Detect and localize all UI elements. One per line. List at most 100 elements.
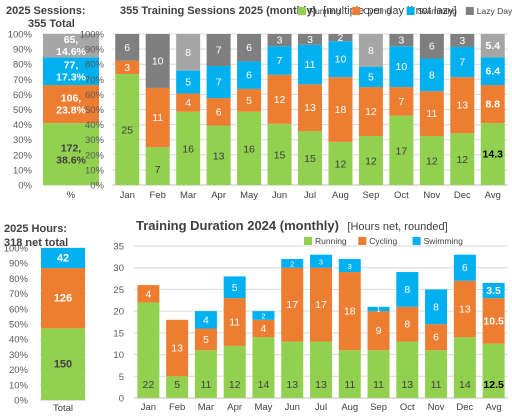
bar-swimming-may — [252, 311, 275, 320]
y-tick-label: 10% — [9, 380, 29, 391]
bar-cycling-- — [43, 85, 99, 124]
data-label-lazy-days-aug: 2 — [338, 32, 344, 44]
x-tick-label: May — [254, 402, 272, 413]
bar-cycling-mar — [194, 328, 217, 351]
y-tick-label: 30% — [9, 350, 29, 361]
data-label-swimming--: 77, — [64, 60, 79, 72]
bar-cycling-oct — [389, 87, 414, 116]
y-tick-label: 90% — [13, 45, 33, 56]
data-label-cycling-avg: 8.8 — [485, 99, 500, 111]
data-label-swimming-aug: 3 — [348, 262, 352, 271]
data-label-cycling-total: 126 — [54, 293, 72, 305]
data-label-running-nov: 11 — [431, 379, 442, 391]
bar-cycling-may — [252, 319, 275, 338]
bar-swimming-mar — [194, 311, 217, 329]
bar-lazy-days-feb — [145, 34, 170, 88]
data-label-running-avg: 12.5 — [483, 379, 504, 391]
data-label-swimming-apr: 5 — [232, 282, 238, 294]
data-label-cycling-jul: 17 — [315, 299, 327, 311]
data-label-swimming--: 17.3% — [56, 72, 86, 84]
legend-swatch-swimming — [406, 7, 415, 15]
data-label-running-dec: 14 — [459, 379, 471, 391]
bar-lazy-days-may — [237, 34, 262, 62]
data-label-cycling-dec: 13 — [459, 303, 471, 315]
bar-cycling-avg — [482, 298, 505, 344]
bar-lazy-days-nov — [419, 34, 444, 59]
x-tick-label: Avg — [486, 402, 502, 413]
bar-running-may — [237, 111, 262, 185]
bar-swimming-apr — [206, 66, 231, 99]
data-label-lazy-days-mar: 8 — [185, 47, 191, 59]
data-label-cycling-jul: 13 — [304, 102, 316, 114]
y-tick-label: 50% — [85, 105, 105, 116]
bar-running-sep — [367, 350, 390, 398]
y-tick-label: 10 — [113, 350, 124, 361]
y-tick-label: 10% — [13, 165, 33, 176]
data-label-running-jul: 15 — [304, 153, 316, 165]
sessions-share-chart: 2025 Sessions: 355 Total 0% 10% 20% 30% 40% 5… — [6, 5, 99, 201]
monthly-sessions-title: 355 Training Sessions 2025 (monthly) — [120, 5, 317, 17]
bar-cycling-jul — [310, 267, 332, 342]
data-label-cycling-may: 4 — [261, 323, 267, 335]
bar-running-aug — [328, 141, 353, 185]
data-label-swimming-sep: 5 — [368, 71, 374, 83]
bar-lazy-days-apr — [206, 34, 231, 67]
data-label-swimming-nov: 8 — [429, 69, 435, 81]
data-label-cycling-sep: 12 — [365, 106, 377, 118]
bar-cycling-oct — [396, 306, 419, 342]
y-tick-label: 30% — [13, 135, 33, 146]
data-label-running-jan: 25 — [121, 124, 133, 136]
bar-swimming-aug — [328, 41, 353, 78]
x-tick-label: Aug — [341, 402, 358, 413]
monthly-sessions-chart: 355 Training Sessions 2025 (monthly) [mu… — [80, 5, 512, 201]
sessions-share-title: 2025 Sessions: — [6, 5, 86, 17]
y-tick-label: 15 — [113, 328, 124, 339]
data-label-lazy-days-sep: 8 — [368, 45, 374, 57]
x-tick-label: Apr — [227, 402, 242, 413]
data-label-swimming-total: 42 — [57, 253, 69, 265]
bar-lazy-days-avg — [480, 34, 505, 58]
bar-running-apr — [223, 345, 246, 398]
hours-share-chart: 2025 Hours: 318 net total 0% 10% 20% 30% 40%… — [4, 223, 86, 414]
y-tick-label: 20% — [9, 365, 29, 376]
bar-running-oct — [389, 115, 414, 185]
bar-swimming-jun — [281, 259, 304, 268]
data-label-swimming-mar: 4 — [203, 314, 209, 326]
data-label-cycling-aug: 18 — [335, 104, 347, 116]
bar-lazy-days-jan — [115, 34, 140, 61]
y-tick-label: 80% — [85, 60, 105, 71]
data-label-cycling-feb: 11 — [152, 112, 163, 124]
sessions-share-subtitle: 355 Total — [28, 18, 75, 30]
legend-label-swimming: Swimming — [424, 236, 463, 246]
y-tick-label: 20% — [85, 150, 105, 161]
data-label-running-aug: 12 — [335, 158, 347, 170]
legend-label-lazy-days: Lazy Days — [477, 6, 512, 16]
bar-running-avg — [482, 343, 505, 398]
bar-running-jan — [115, 73, 140, 185]
bar-swimming-sep — [358, 66, 383, 88]
bar-cycling-may — [237, 88, 262, 112]
data-label-lazy-days--: 14.6% — [56, 46, 86, 58]
y-tick-label: 0% — [90, 181, 104, 192]
y-tick-label: 0 — [119, 394, 124, 405]
data-label-cycling-mar: 5 — [203, 334, 209, 346]
bar-swimming-oct — [389, 46, 414, 88]
bar-swimming-jul — [298, 44, 322, 85]
data-label-swimming-dec: 7 — [459, 57, 465, 69]
y-tick-label: 100% — [4, 244, 29, 255]
bar-swimming-sep — [367, 306, 390, 312]
data-label-cycling-apr: 11 — [229, 317, 240, 329]
data-label-swimming-avg: 3.5 — [486, 285, 501, 297]
bar-lazy-days-- — [43, 34, 99, 58]
bar-swimming-total — [41, 248, 85, 269]
bar-swimming-nov — [425, 289, 448, 325]
x-tick-label: % — [67, 190, 76, 201]
legend-swatch-cycling — [352, 7, 361, 15]
x-tick-label: Oct — [400, 402, 415, 413]
y-tick-label: 40% — [85, 120, 105, 131]
legend-label-cycling: Cycling — [363, 6, 391, 16]
bar-cycling-aug — [338, 272, 361, 351]
data-label-running-total: 150 — [54, 359, 72, 371]
data-label-running-may: 14 — [258, 379, 270, 391]
legend-swatch-running — [298, 7, 306, 15]
